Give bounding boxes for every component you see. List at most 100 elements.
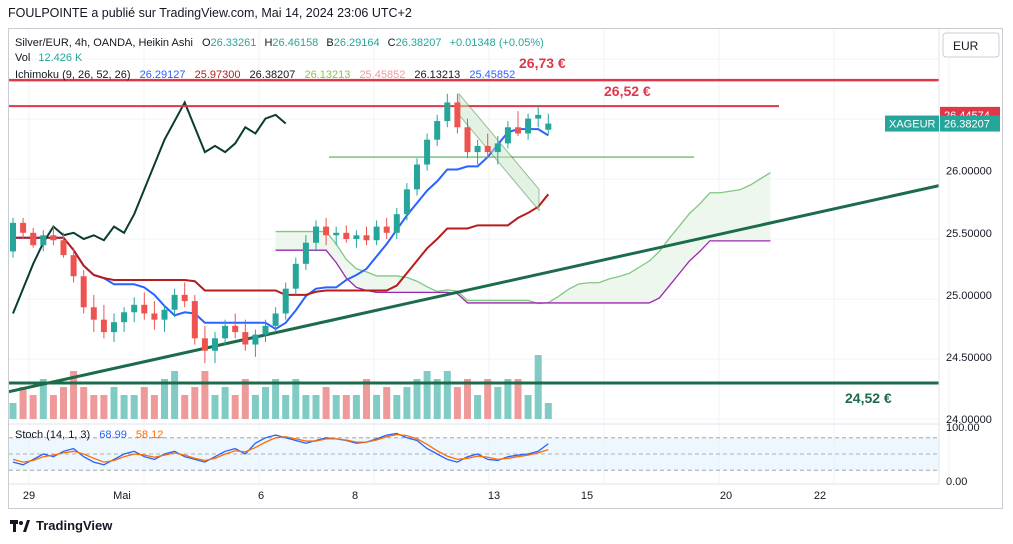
candle-body[interactable]: [50, 235, 57, 241]
candle-body[interactable]: [373, 226, 380, 241]
candle-body[interactable]: [90, 307, 97, 320]
candle-body[interactable]: [525, 118, 532, 134]
cloud-area: [275, 172, 771, 304]
annotation-26-52: 26,52 €: [604, 83, 651, 99]
candles[interactable]: [10, 93, 552, 364]
candle-body[interactable]: [201, 338, 208, 351]
volume-bar: [504, 379, 512, 419]
stoch-tick-label: 100.00: [946, 422, 980, 434]
stoch-d-line: [12, 433, 549, 463]
candle-body[interactable]: [292, 263, 299, 289]
candle-body[interactable]: [302, 242, 309, 264]
tradingview-brand: TradingView: [36, 518, 113, 533]
candle-body[interactable]: [111, 322, 117, 333]
candle-body[interactable]: [545, 123, 552, 130]
volume-bar: [262, 387, 269, 419]
candle-body[interactable]: [444, 102, 451, 122]
candle-body[interactable]: [393, 214, 400, 233]
symbol-tag: XAGEUR: [889, 119, 936, 131]
candle-body[interactable]: [191, 301, 198, 339]
candle-body[interactable]: [363, 235, 370, 241]
candle-body[interactable]: [515, 127, 521, 134]
candle-body[interactable]: [353, 235, 360, 239]
candle-body[interactable]: [535, 114, 542, 119]
volume-bar: [241, 379, 249, 419]
volume-bar: [413, 379, 421, 419]
candle-body[interactable]: [100, 319, 107, 333]
axes: 26.00000 25.50000 25.00000 24.50000 24.00000…: [9, 29, 1000, 502]
candle-body[interactable]: [504, 127, 511, 144]
volume-bar: [120, 395, 128, 419]
candle-body[interactable]: [403, 189, 410, 215]
candle-body[interactable]: [70, 255, 77, 277]
candle-body[interactable]: [272, 313, 279, 326]
candle-body[interactable]: [242, 332, 249, 345]
time-tick-label: 8: [352, 490, 358, 502]
volume-bar: [544, 403, 552, 419]
volume-bar: [171, 371, 179, 419]
candle-body[interactable]: [222, 325, 229, 339]
candle-body[interactable]: [171, 294, 178, 310]
stoch-k-line: [12, 432, 549, 466]
candle-body[interactable]: [181, 294, 188, 302]
candle-body[interactable]: [80, 276, 87, 308]
candle-body[interactable]: [232, 325, 239, 333]
candle-body[interactable]: [383, 226, 390, 233]
candle-body[interactable]: [434, 121, 441, 140]
candle-body[interactable]: [141, 304, 148, 314]
volume-bar: [393, 395, 401, 419]
candle-body[interactable]: [212, 338, 218, 351]
volume-bar: [443, 371, 451, 419]
candle-body[interactable]: [474, 145, 481, 153]
volume-bar: [464, 379, 471, 419]
volume-bar: [130, 395, 138, 419]
volume-bar: [363, 379, 370, 419]
candle-body[interactable]: [60, 240, 67, 256]
volume-bar: [332, 395, 340, 419]
candle-body[interactable]: [121, 312, 128, 323]
time-tick-label: 22: [814, 490, 826, 502]
chart-canvas[interactable]: 26,73 € 26,52 € 24,52 € 100.00 0.00 26.0000…: [8, 29, 1002, 508]
volume-bar: [70, 371, 78, 419]
candle-body[interactable]: [414, 164, 420, 190]
tradingview-logo[interactable]: TradingView: [10, 518, 112, 533]
candle-body[interactable]: [494, 143, 501, 153]
candle-body[interactable]: [323, 226, 330, 236]
candle-body[interactable]: [282, 288, 289, 314]
volume-bar: [534, 355, 542, 419]
time-tick-label: 20: [720, 490, 732, 502]
time-tick-label: 29: [23, 490, 35, 502]
span-a-line: [275, 172, 771, 305]
volume-bar: [140, 387, 148, 419]
volume-bar: [181, 395, 189, 419]
volume-bar: [211, 395, 219, 419]
candle-body[interactable]: [161, 309, 168, 320]
candle-body[interactable]: [262, 325, 269, 335]
candle-body[interactable]: [333, 232, 340, 236]
currency-button[interactable]: [942, 32, 1000, 58]
volume-bar: [251, 395, 259, 419]
lagging-line: [12, 100, 287, 314]
candle-body[interactable]: [20, 222, 27, 233]
candle-body[interactable]: [131, 304, 138, 313]
volume-bar: [524, 395, 532, 419]
candle-body[interactable]: [424, 139, 431, 165]
candle-body[interactable]: [454, 102, 461, 128]
candle-body[interactable]: [313, 226, 319, 243]
chart-frame[interactable]: 26,73 € 26,52 € 24,52 € 100.00 0.00 26.0000…: [8, 28, 1003, 509]
indicator-lines: [12, 100, 550, 331]
volume-bar: [100, 395, 108, 419]
candle-body[interactable]: [30, 232, 37, 246]
candle-body[interactable]: [151, 313, 158, 320]
ichimoku-cloud: [275, 172, 771, 305]
ascending-trendline[interactable]: [8, 184, 940, 394]
candle-body[interactable]: [464, 127, 471, 153]
candle-body[interactable]: [343, 232, 350, 239]
candle-body[interactable]: [10, 222, 16, 252]
legend-row-ichimoku: Ichimoku (9, 26, 52, 26) 26.29127 25.973…: [15, 69, 515, 81]
price-tick-label: 24.50000: [946, 352, 992, 364]
publisher-header: FOULPOINTE a publié sur TradingView.com,…: [8, 6, 412, 20]
candle-body[interactable]: [484, 145, 491, 153]
candle-body[interactable]: [40, 235, 47, 246]
candle-body[interactable]: [252, 334, 259, 345]
